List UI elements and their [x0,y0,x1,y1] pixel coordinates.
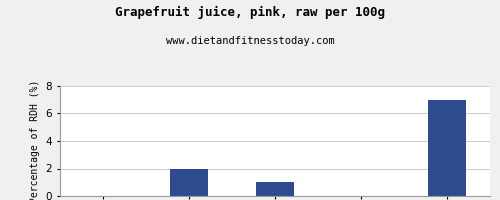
Y-axis label: Percentage of RDH (%): Percentage of RDH (%) [30,79,40,200]
Bar [170,168,208,196]
Text: Grapefruit juice, pink, raw per 100g: Grapefruit juice, pink, raw per 100g [115,6,385,19]
Text: www.dietandfitnesstoday.com: www.dietandfitnesstoday.com [166,36,334,46]
Bar [256,182,294,196]
Bar [428,100,467,196]
